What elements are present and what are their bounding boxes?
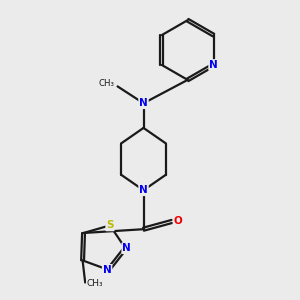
Text: N: N bbox=[209, 60, 218, 70]
Text: O: O bbox=[173, 216, 182, 226]
Text: S: S bbox=[106, 220, 114, 230]
Text: CH₃: CH₃ bbox=[87, 279, 103, 288]
Text: CH₃: CH₃ bbox=[99, 79, 115, 88]
Text: N: N bbox=[103, 265, 112, 275]
Text: N: N bbox=[122, 243, 131, 253]
Text: N: N bbox=[139, 98, 148, 108]
Text: N: N bbox=[139, 185, 148, 195]
